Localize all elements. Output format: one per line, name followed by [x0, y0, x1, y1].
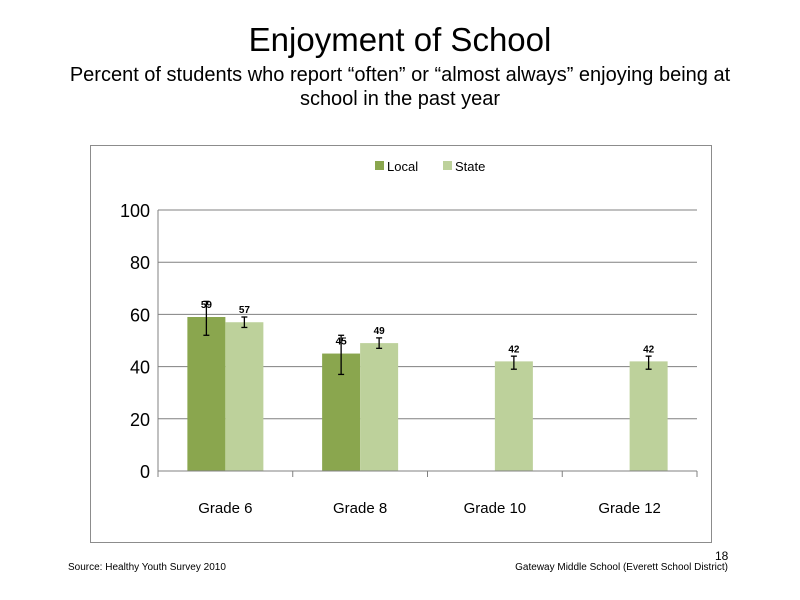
legend-label-local: Local [387, 159, 418, 174]
bar-state [360, 343, 399, 471]
y-tick-label: 40 [130, 358, 150, 378]
legend-swatch-state [443, 161, 452, 170]
x-tick-label: Grade 8 [333, 500, 387, 517]
x-tick-label: Grade 12 [598, 500, 661, 517]
chart-subtitle: Percent of students who report “often” o… [69, 64, 731, 110]
data-label: 42 [643, 344, 655, 355]
legend-label-state: State [455, 159, 485, 174]
y-tick-label: 80 [130, 253, 150, 273]
page-number: 18 [715, 549, 729, 563]
y-tick-label: 0 [140, 462, 150, 482]
chart-title: Enjoyment of School [248, 21, 552, 58]
y-tick-label: 20 [130, 410, 150, 430]
school-name: Gateway Middle School (Everett School Di… [515, 562, 728, 573]
y-tick-label: 60 [130, 305, 150, 325]
data-label: 49 [374, 326, 386, 337]
x-tick-label: Grade 10 [464, 500, 527, 517]
data-label: 57 [239, 305, 251, 316]
y-tick-label: 100 [120, 201, 150, 221]
chart-frame [90, 145, 712, 543]
x-tick-label: Grade 6 [198, 500, 252, 517]
bar-local [187, 317, 226, 471]
bar-state [494, 361, 533, 471]
data-label: 59 [201, 300, 213, 311]
data-label: 45 [336, 337, 348, 348]
bar-state [225, 322, 264, 471]
bar-state [629, 361, 668, 471]
data-label: 42 [508, 344, 520, 355]
legend-swatch-local [375, 161, 384, 170]
source-note: Source: Healthy Youth Survey 2010 [68, 562, 226, 573]
